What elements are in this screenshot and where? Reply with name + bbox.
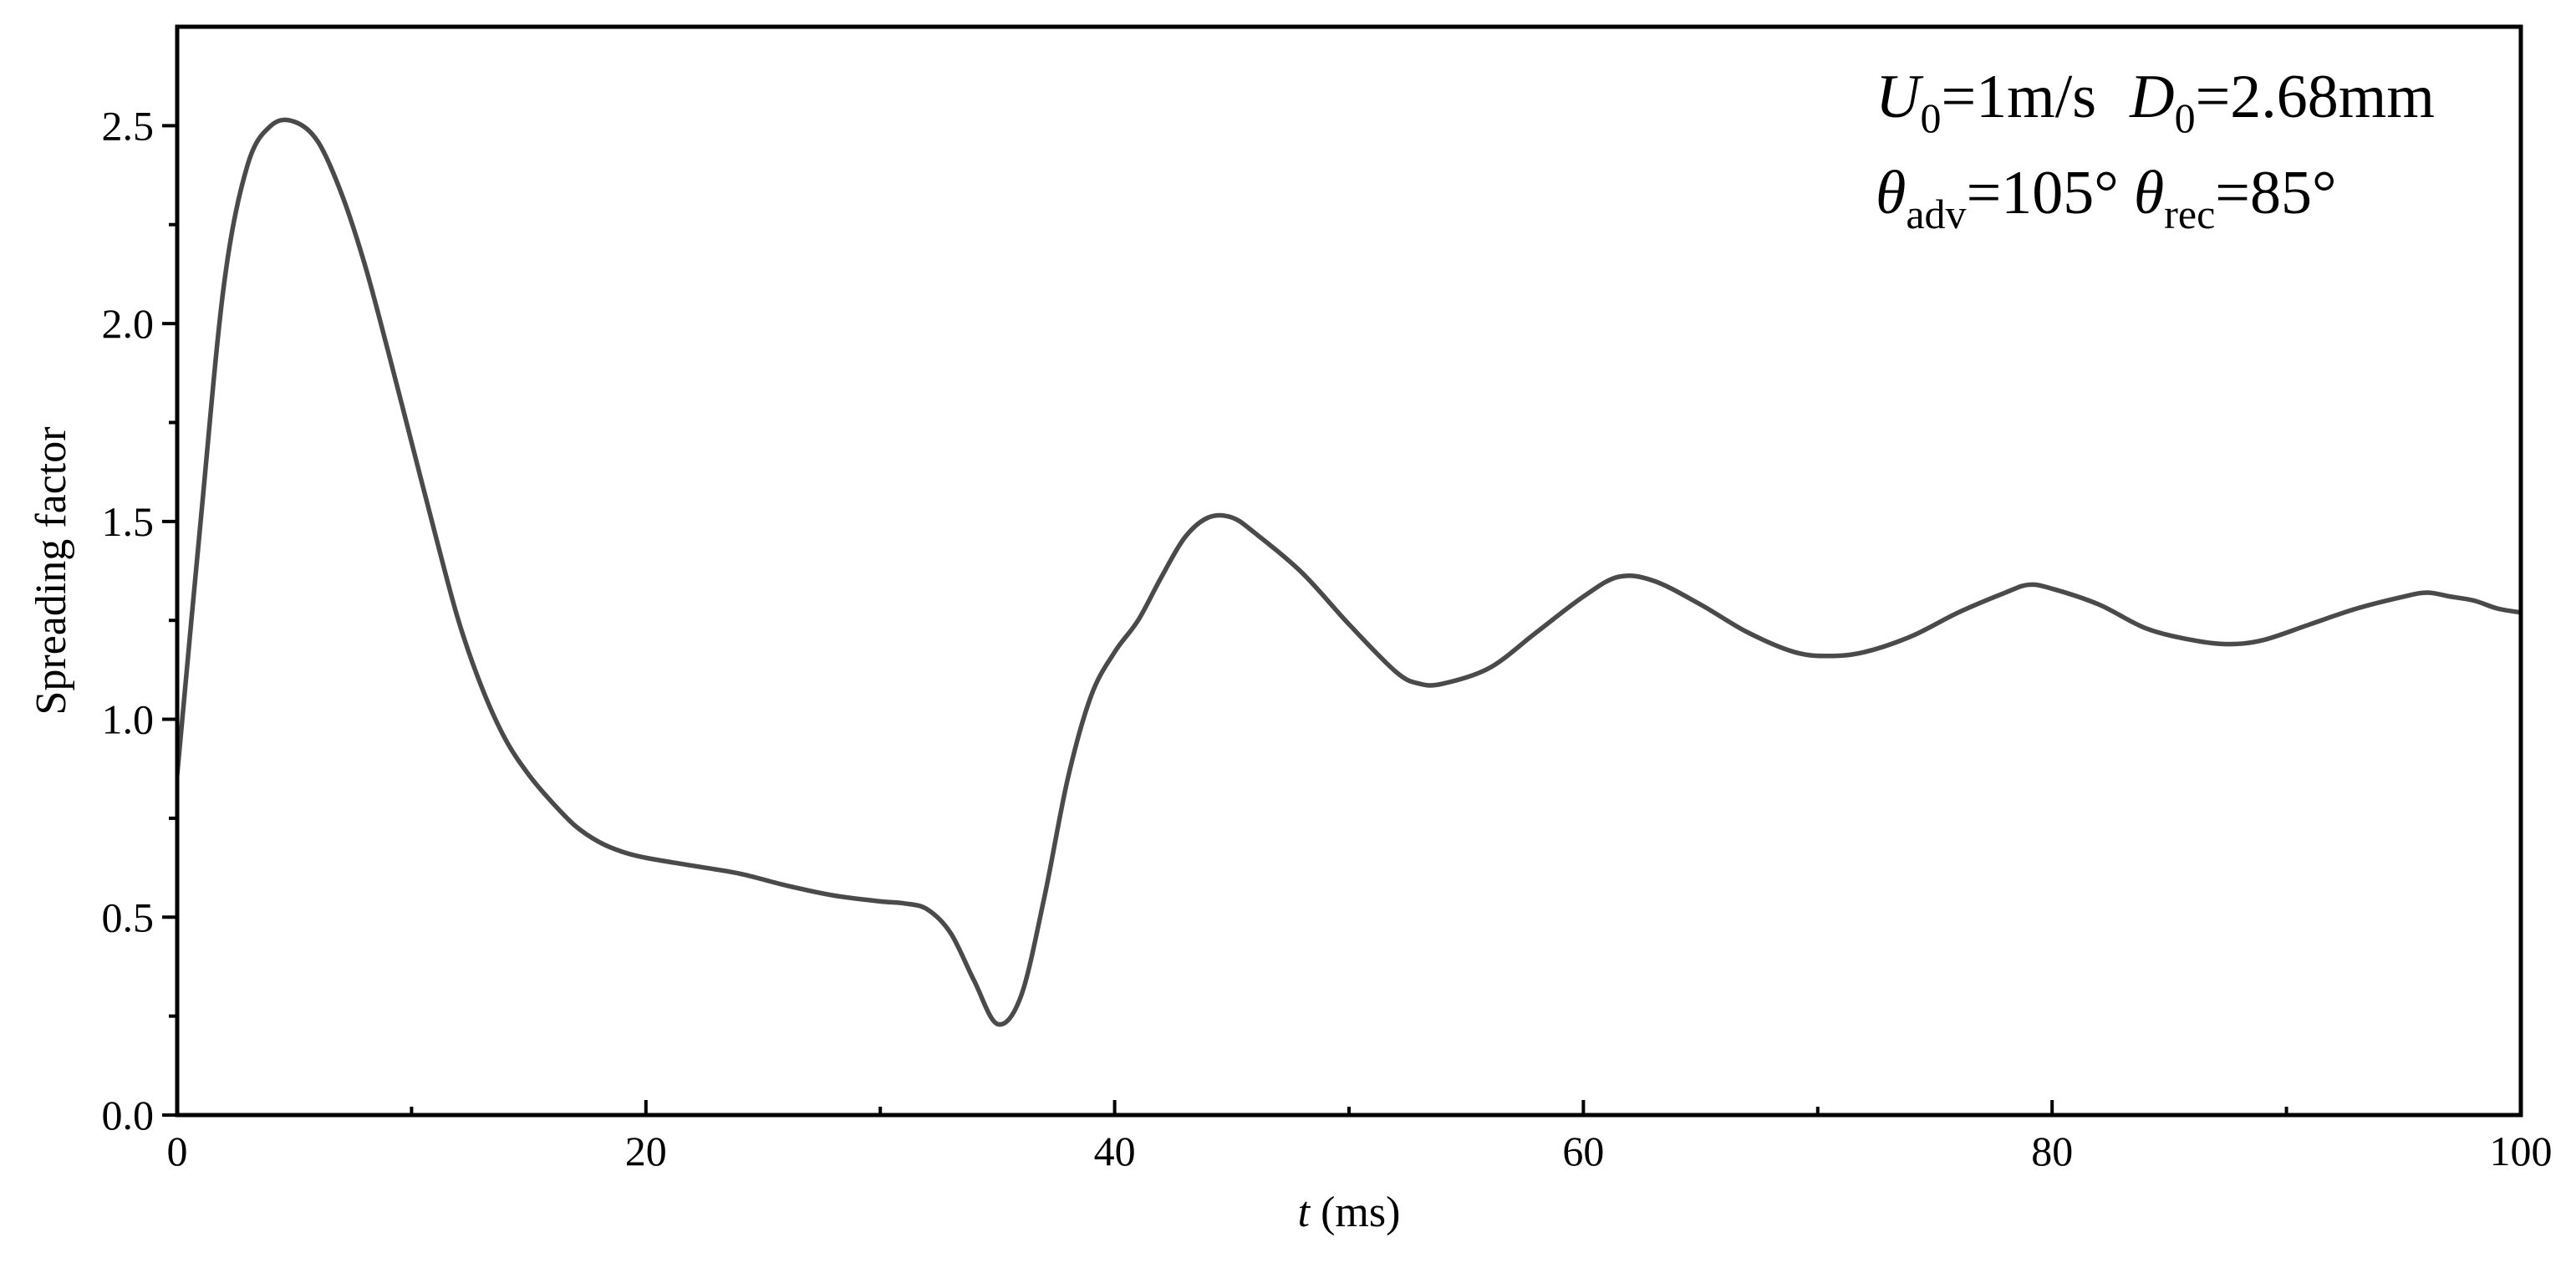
annotation-u-symbol: U [1876, 63, 1924, 131]
x-axis-unit: (ms) [1310, 1189, 1400, 1236]
x-tick-label: 80 [2031, 1128, 2073, 1174]
x-axis-title: t (ms) [1298, 1189, 1401, 1236]
annotation-u-value: =1m/s [1941, 63, 2096, 131]
plot-frame [175, 24, 2523, 1118]
x-tick-label: 40 [1094, 1128, 1136, 1174]
annotation-rec-subscript: rec [2164, 191, 2215, 237]
annotation-d-value: =2.68mm [2196, 63, 2435, 131]
plot-area [177, 117, 2521, 1027]
annotation-rec-value: =85° [2215, 159, 2336, 227]
annotation-u-subscript: 0 [1920, 94, 1941, 141]
annotation-line-2: θadv=105° θrec=85° [1876, 159, 2337, 237]
x-tick-label: 20 [625, 1128, 667, 1174]
x-axis-variable: t [1298, 1189, 1311, 1236]
y-tick-label: 2.0 [102, 300, 155, 347]
x-tick-label: 60 [1562, 1128, 1604, 1174]
annotation-d-symbol: D [2129, 63, 2174, 131]
annotation-line-1: U0=1m/s D0=2.68mm [1876, 63, 2435, 141]
y-tick-label: 2.5 [102, 102, 155, 149]
tick-labels-layer: 0 20 40 60 80 100 0.0 0.5 1.0 1.5 2.0 2.5 [102, 102, 2553, 1174]
annotation-adv-value: =105° [1967, 159, 2119, 227]
y-tick-label: 0.0 [102, 1092, 155, 1138]
y-axis-title: Spreading factor [28, 426, 75, 715]
annotation-rec-symbol: θ [2134, 159, 2164, 227]
x-tick-label: 100 [2490, 1128, 2553, 1174]
y-tick-label: 1.0 [102, 696, 155, 743]
x-tick-label: 0 [167, 1128, 188, 1174]
annotation-d-subscript: 0 [2175, 94, 2196, 141]
annotation-adv-symbol: θ [1876, 159, 1906, 227]
series-line-spreading-factor [177, 117, 2521, 1027]
annotation-adv-subscript: adv [1906, 191, 1966, 237]
y-tick-label: 1.5 [102, 498, 155, 545]
y-tick-label: 0.5 [102, 894, 155, 940]
